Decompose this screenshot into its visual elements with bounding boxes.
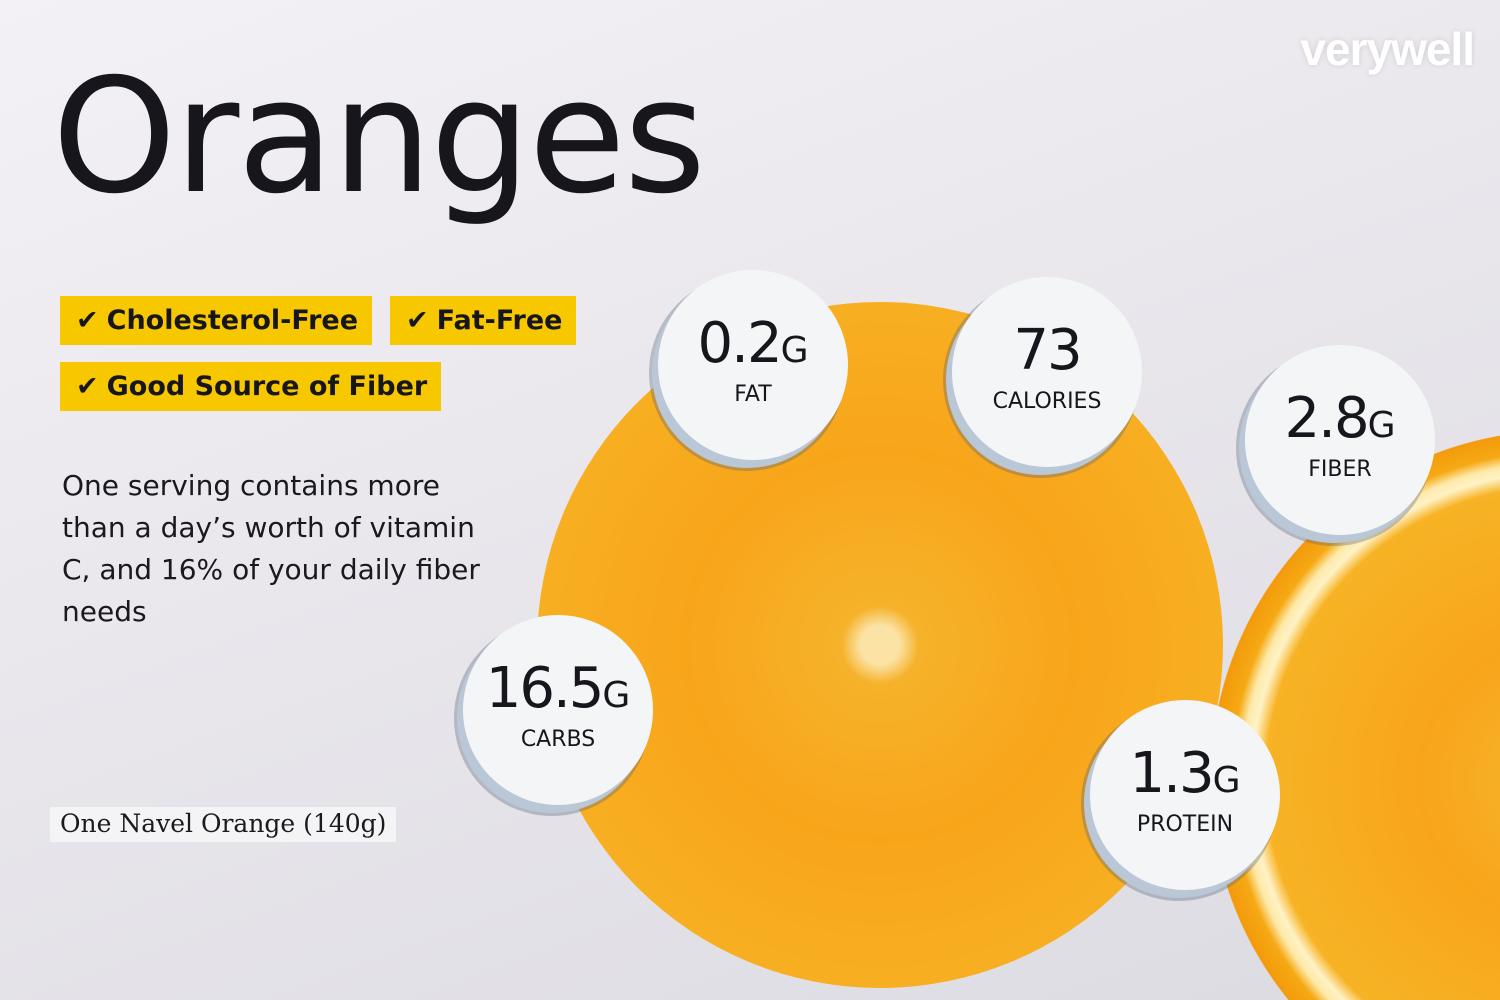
brand-logo: verywell bbox=[1300, 23, 1475, 75]
nutrient-value: 0.2 bbox=[697, 311, 783, 376]
nutrient-value: 73 bbox=[1013, 318, 1082, 383]
nutrient-unit: G bbox=[1367, 405, 1396, 446]
check-icon: ✔ bbox=[76, 371, 99, 402]
tag-fiber: ✔ Good Source of Fiber bbox=[60, 362, 442, 411]
page-title: Oranges bbox=[52, 45, 706, 229]
nutrient-calories: 73 CALORIES bbox=[952, 277, 1142, 467]
nutrient-value: 16.5 bbox=[485, 656, 605, 721]
nutrient-unit: G bbox=[780, 330, 809, 371]
nutrient-label: PROTEIN bbox=[1136, 812, 1234, 837]
tag-label: Good Source of Fiber bbox=[106, 371, 428, 402]
nutrient-label: CARBS bbox=[520, 727, 596, 752]
description: One serving contains more than a day’s w… bbox=[62, 469, 480, 628]
nutrient-fat: 0.2G FAT bbox=[658, 270, 848, 460]
nutrient-unit: G bbox=[602, 675, 631, 716]
tag-fat-free: ✔ Fat-Free bbox=[390, 296, 577, 345]
nutrient-label: CALORIES bbox=[992, 389, 1102, 414]
nutrient-label: FIBER bbox=[1308, 457, 1372, 482]
nutrient-carbs: 16.5G CARBS bbox=[463, 615, 653, 805]
nutrient-value: 2.8 bbox=[1284, 386, 1370, 451]
check-icon: ✔ bbox=[76, 305, 99, 336]
nutrient-value: 1.3 bbox=[1129, 741, 1215, 806]
nutrient-label: FAT bbox=[734, 382, 772, 407]
nutrient-unit: G bbox=[1212, 760, 1241, 801]
tag-label: Cholesterol-Free bbox=[106, 305, 359, 336]
tag-label: Fat-Free bbox=[436, 305, 563, 336]
serving-size: One Navel Orange (140g) bbox=[50, 807, 397, 842]
check-icon: ✔ bbox=[406, 305, 429, 336]
nutrient-fiber: 2.8G FIBER bbox=[1245, 345, 1435, 535]
tag-cholesterol-free: ✔ Cholesterol-Free bbox=[60, 296, 373, 345]
nutrient-protein: 1.3G PROTEIN bbox=[1090, 700, 1280, 890]
